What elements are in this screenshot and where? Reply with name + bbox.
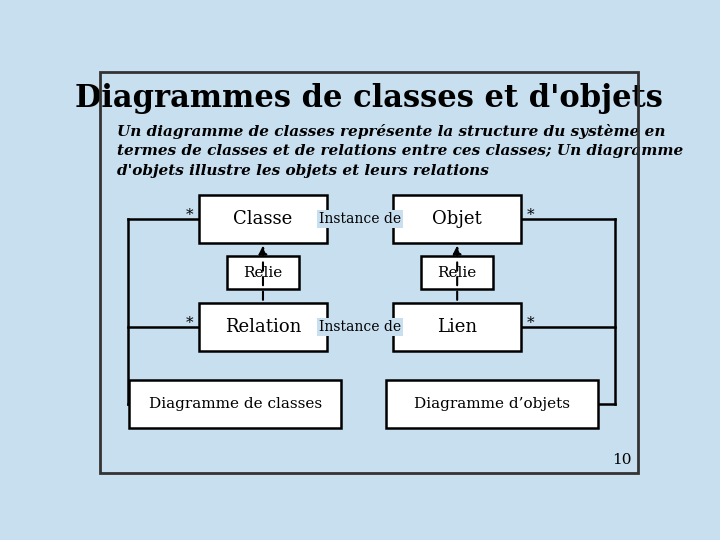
Text: Objet: Objet: [432, 210, 482, 228]
Bar: [199, 194, 327, 243]
Text: Relie: Relie: [438, 266, 477, 280]
Text: d'objets illustre les objets et leurs relations: d'objets illustre les objets et leurs re…: [117, 164, 489, 178]
Text: Un diagramme de classes représente la structure du système en: Un diagramme de classes représente la st…: [117, 124, 665, 139]
Text: *: *: [186, 208, 193, 222]
Text: *: *: [527, 208, 535, 222]
Bar: [393, 194, 521, 243]
Text: Diagramme de classes: Diagramme de classes: [148, 397, 322, 411]
Bar: [199, 302, 327, 351]
Text: Diagramme d’objets: Diagramme d’objets: [414, 397, 570, 411]
Bar: [421, 256, 493, 289]
Text: Relation: Relation: [225, 318, 301, 336]
Text: Diagrammes de classes et d'objets: Diagrammes de classes et d'objets: [75, 83, 663, 113]
Text: Relie: Relie: [243, 266, 283, 280]
Text: 10: 10: [612, 453, 631, 467]
Bar: [386, 380, 598, 428]
Bar: [227, 256, 300, 289]
Text: Instance de: Instance de: [319, 212, 401, 226]
Text: termes de classes et de relations entre ces classes; Un diagramme: termes de classes et de relations entre …: [117, 144, 683, 158]
Text: *: *: [186, 316, 193, 330]
Text: Instance de: Instance de: [319, 320, 401, 334]
Bar: [393, 302, 521, 351]
Text: Lien: Lien: [437, 318, 477, 336]
Text: Classe: Classe: [233, 210, 292, 228]
Bar: [129, 380, 341, 428]
Text: *: *: [527, 316, 535, 330]
